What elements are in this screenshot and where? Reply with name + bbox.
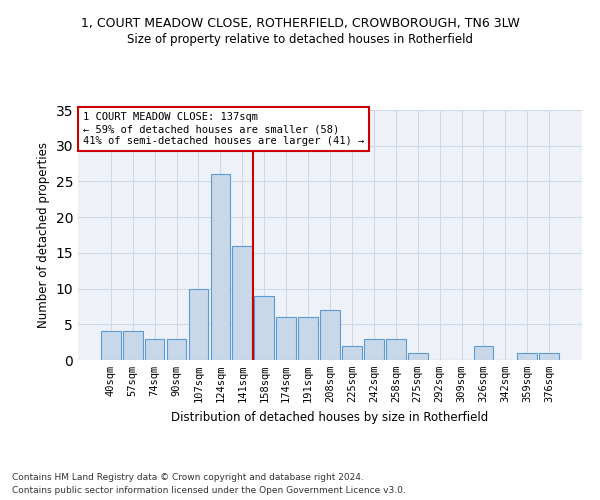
Bar [211,174,230,360]
Bar [276,317,296,360]
Bar [342,346,362,360]
Text: Contains public sector information licensed under the Open Government Licence v3: Contains public sector information licen… [12,486,406,495]
Text: Contains HM Land Registry data © Crown copyright and database right 2024.: Contains HM Land Registry data © Crown c… [12,472,364,482]
Bar [167,338,187,360]
Bar [298,317,318,360]
Y-axis label: Number of detached properties: Number of detached properties [37,142,50,328]
Text: Size of property relative to detached houses in Rotherfield: Size of property relative to detached ho… [127,32,473,46]
Bar [123,332,143,360]
Bar [188,288,208,360]
Bar [145,338,164,360]
Text: 1 COURT MEADOW CLOSE: 137sqm
← 59% of detached houses are smaller (58)
41% of se: 1 COURT MEADOW CLOSE: 137sqm ← 59% of de… [83,112,364,146]
Bar [386,338,406,360]
Bar [473,346,493,360]
Bar [232,246,252,360]
Bar [254,296,274,360]
Bar [539,353,559,360]
Bar [517,353,537,360]
Text: 1, COURT MEADOW CLOSE, ROTHERFIELD, CROWBOROUGH, TN6 3LW: 1, COURT MEADOW CLOSE, ROTHERFIELD, CROW… [80,18,520,30]
Bar [101,332,121,360]
Bar [364,338,384,360]
Bar [408,353,428,360]
Bar [320,310,340,360]
X-axis label: Distribution of detached houses by size in Rotherfield: Distribution of detached houses by size … [172,410,488,424]
